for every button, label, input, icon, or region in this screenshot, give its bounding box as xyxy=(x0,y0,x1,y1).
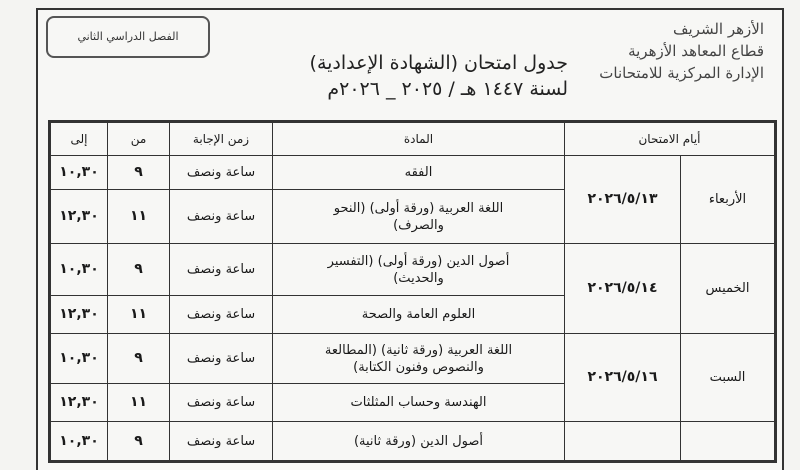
subject-cell: أصول الدين (ورقة أولى) (التفسير والحديث) xyxy=(272,243,565,296)
logo-line: الإدارة المركزية للامتحانات xyxy=(599,64,764,82)
subject-cell: العلوم العامة والصحة xyxy=(272,295,565,334)
table-row: أصول الدين (ورقة ثانية) ساعة ونصف ٩ ١٠,٣٠ xyxy=(49,421,776,462)
date-cell: ٢٠٢٦/٥/١٣ xyxy=(564,155,681,244)
from-cell: ٩ xyxy=(107,243,170,296)
day-cell: السبت xyxy=(680,333,776,422)
duration-cell: ساعة ونصف xyxy=(169,243,273,296)
date-cell: ٢٠٢٦/٥/١٤ xyxy=(564,243,681,334)
subject-cell: اللغة العربية (ورقة أولى) (النحو والصرف) xyxy=(272,189,565,244)
subject-cell: الهندسة وحساب المثلثات xyxy=(272,383,565,422)
title-line: جدول امتحان (الشهادة الإعدادية) xyxy=(309,52,568,74)
table-row: الأربعاء ٢٠٢٦/٥/١٣ الفقه ساعة ونصف ٩ ١٠,٣٠ xyxy=(49,155,776,244)
to-cell: ١٢,٣٠ xyxy=(49,383,108,422)
header-from: من xyxy=(107,121,170,156)
header-duration: زمن الإجابة xyxy=(169,121,273,156)
to-cell: ١٠,٣٠ xyxy=(49,243,108,296)
from-cell: ٩ xyxy=(107,333,170,384)
duration-cell: ساعة ونصف xyxy=(169,333,273,384)
from-cell: ٩ xyxy=(107,421,170,462)
table-row: اللغة العربية (ورقة أولى) (النحو والصرف)… xyxy=(49,189,776,244)
duration-cell: ساعة ونصف xyxy=(169,421,273,462)
date-cell: ٢٠٢٦/٥/١٦ xyxy=(564,333,681,422)
duration-cell: ساعة ونصف xyxy=(169,295,273,334)
from-cell: ١١ xyxy=(107,383,170,422)
to-cell: ١٠,٣٠ xyxy=(49,155,108,190)
day-cell: الخميس xyxy=(680,243,776,334)
from-cell: ١١ xyxy=(107,295,170,334)
term-box: الفصل الدراسي الثاني xyxy=(46,16,210,58)
to-cell: ١٢,٣٠ xyxy=(49,189,108,244)
subject-cell: اللغة العربية (ورقة ثانية) (المطالعة وال… xyxy=(272,333,565,384)
header-to: إلى xyxy=(49,121,108,156)
logo-line: الأزهر الشريف xyxy=(672,20,764,38)
from-cell: ١١ xyxy=(107,189,170,244)
table-row: الخميس ٢٠٢٦/٥/١٤ أصول الدين (ورقة أولى) (ا… xyxy=(49,243,776,334)
to-cell: ١٢,٣٠ xyxy=(49,295,108,334)
table-row: السبت ٢٠٢٦/٥/١٦ اللغة العربية (ورقة ثانية)… xyxy=(49,333,776,422)
from-cell: ٩ xyxy=(107,155,170,190)
header-subject: المادة xyxy=(272,121,565,156)
date-cell xyxy=(564,421,681,462)
subject-cell: الفقه xyxy=(272,155,565,190)
duration-cell: ساعة ونصف xyxy=(169,155,273,190)
logo-line: قطاع المعاهد الأزهرية xyxy=(628,42,764,60)
duration-cell: ساعة ونصف xyxy=(169,383,273,422)
schedule-table: أيام الامتحان المادة زمن الإجابة من إلى … xyxy=(48,120,777,463)
to-cell: ١٠,٣٠ xyxy=(49,421,108,462)
day-cell xyxy=(680,421,776,462)
table-row: العلوم العامة والصحة ساعة ونصف ١١ ١٢,٣٠ xyxy=(49,295,776,334)
year-line: لسنة ١٤٤٧ هـ / ٢٠٢٥ _ ٢٠٢٦م xyxy=(327,78,568,100)
document-title: جدول امتحان (الشهادة الإعدادية) لسنة ١٤٤… xyxy=(238,50,568,102)
subject-cell: أصول الدين (ورقة ثانية) xyxy=(272,421,565,462)
header-days: أيام الامتحان xyxy=(564,121,776,156)
day-cell: الأربعاء xyxy=(680,155,776,244)
azhar-logo-text: الأزهر الشريف قطاع المعاهد الأزهرية الإد… xyxy=(554,18,764,84)
to-cell: ١٠,٣٠ xyxy=(49,333,108,384)
exam-schedule-document: الأزهر الشريف قطاع المعاهد الأزهرية الإد… xyxy=(36,8,784,470)
duration-cell: ساعة ونصف xyxy=(169,189,273,244)
